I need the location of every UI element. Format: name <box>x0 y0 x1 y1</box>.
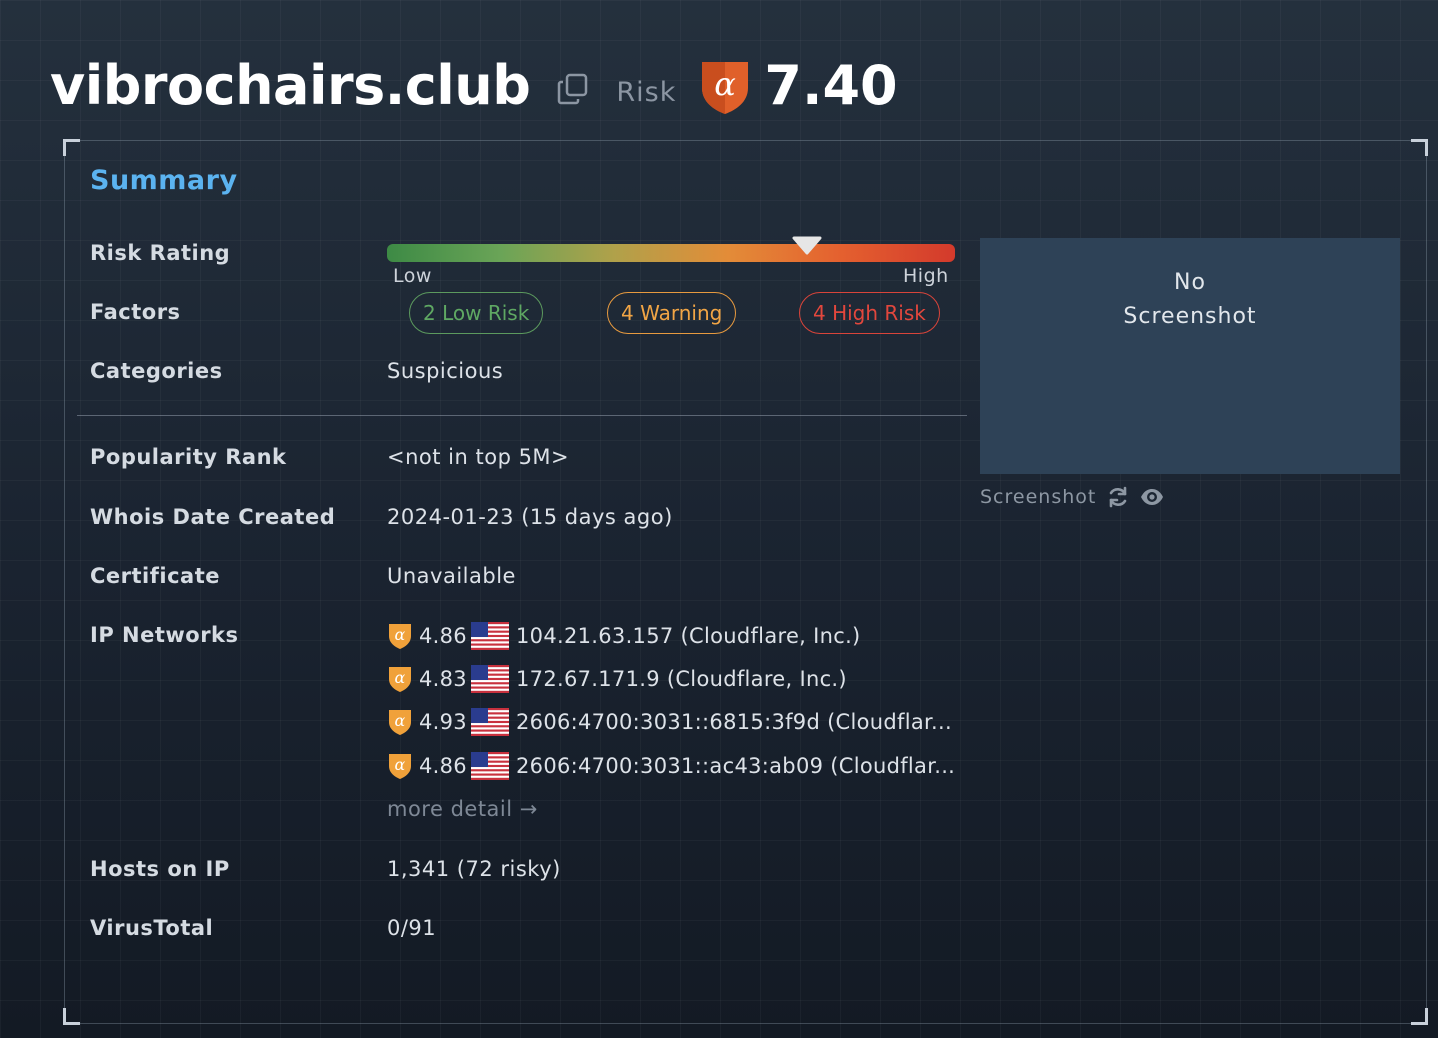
popularity-rank-value: <not in top 5M> <box>387 445 570 469</box>
risk-label: Risk <box>616 76 677 108</box>
corner-bracket <box>1411 139 1428 156</box>
corner-bracket <box>63 139 80 156</box>
ip-address: 2606:4700:3031::6815:3f9d (Cloudflar... <box>516 710 952 734</box>
svg-text:α: α <box>394 711 405 730</box>
ip-network-item[interactable]: α 4.86 2606:4700:3031::ac43:ab09 (Cloudf… <box>387 750 955 782</box>
copy-icon[interactable] <box>556 72 590 106</box>
screenshot-caption-label: Screenshot <box>980 486 1097 508</box>
ip-risk-score: 4.86 <box>419 754 467 778</box>
hosts-on-ip-label: Hosts on IP <box>90 857 230 881</box>
risk-score: 7.40 <box>764 53 898 117</box>
svg-text:α: α <box>715 65 737 103</box>
screenshot-caption: Screenshot <box>980 485 1164 509</box>
ip-network-item[interactable]: α 4.86 104.21.63.157 (Cloudflare, Inc.) <box>387 620 861 652</box>
alpha-shield-icon: α <box>389 624 411 649</box>
us-flag-icon <box>471 708 509 736</box>
popularity-rank-label: Popularity Rank <box>90 445 287 469</box>
certificate-label: Certificate <box>90 564 220 588</box>
ip-address: 2606:4700:3031::ac43:ab09 (Cloudflar... <box>516 754 956 778</box>
alpha-shield-icon: α <box>698 58 752 116</box>
corner-bracket <box>63 1008 80 1025</box>
divider <box>77 415 967 416</box>
alpha-shield-icon: α <box>389 710 411 735</box>
refresh-icon[interactable] <box>1106 485 1130 509</box>
no-screenshot-text: No Screenshot <box>980 266 1400 334</box>
risk-rating-label: Risk Rating <box>90 241 231 265</box>
categories-value: Suspicious <box>387 359 504 383</box>
categories-label: Categories <box>90 359 223 383</box>
us-flag-icon <box>471 752 509 780</box>
alpha-shield-icon: α <box>389 667 411 692</box>
ip-risk-score: 4.83 <box>419 667 467 691</box>
corner-bracket <box>1411 1008 1428 1025</box>
eye-icon[interactable] <box>1140 485 1164 509</box>
factors-label: Factors <box>90 300 181 324</box>
no-screenshot-line2: Screenshot <box>1123 304 1257 329</box>
risk-gradient-bar <box>387 244 955 262</box>
ip-address: 172.67.171.9 (Cloudflare, Inc.) <box>516 667 847 691</box>
screenshot-placeholder: No Screenshot <box>980 238 1400 474</box>
domain-title: vibrochairs.club <box>50 53 531 117</box>
risk-marker <box>791 236 822 256</box>
alpha-shield-icon: α <box>389 754 411 779</box>
whois-date-value: 2024-01-23 (15 days ago) <box>387 505 673 529</box>
ip-address: 104.21.63.157 (Cloudflare, Inc.) <box>516 624 861 648</box>
ip-networks-label: IP Networks <box>90 623 239 647</box>
svg-text:α: α <box>394 668 405 687</box>
summary-panel: Summary Risk Rating Low High Factors 2 L… <box>63 139 1428 1025</box>
warning-factor-pill[interactable]: 4 Warning <box>607 292 737 334</box>
risk-low-label: Low <box>393 265 432 287</box>
high-risk-factor-pill[interactable]: 4 High Risk <box>799 292 940 334</box>
whois-date-label: Whois Date Created <box>90 505 336 529</box>
more-detail-link[interactable]: more detail → <box>387 797 538 821</box>
virustotal-label: VirusTotal <box>90 916 214 940</box>
certificate-value: Unavailable <box>387 564 516 588</box>
low-risk-factor-pill[interactable]: 2 Low Risk <box>409 292 544 334</box>
no-screenshot-line1: No <box>1174 270 1206 295</box>
ip-risk-score: 4.93 <box>419 710 467 734</box>
summary-title: Summary <box>90 165 238 196</box>
us-flag-icon <box>471 622 509 650</box>
ip-risk-score: 4.86 <box>419 624 467 648</box>
ip-network-item[interactable]: α 4.93 2606:4700:3031::6815:3f9d (Cloudf… <box>387 706 952 738</box>
risk-high-label: High <box>903 265 949 287</box>
ip-network-item[interactable]: α 4.83 172.67.171.9 (Cloudflare, Inc.) <box>387 663 847 695</box>
hosts-on-ip-value: 1,341 (72 risky) <box>387 857 561 881</box>
us-flag-icon <box>471 665 509 693</box>
page-header: vibrochairs.club Risk α 7.40 <box>50 50 898 120</box>
svg-text:α: α <box>394 625 405 644</box>
virustotal-value: 0/91 <box>387 916 437 940</box>
svg-text:α: α <box>394 755 405 774</box>
